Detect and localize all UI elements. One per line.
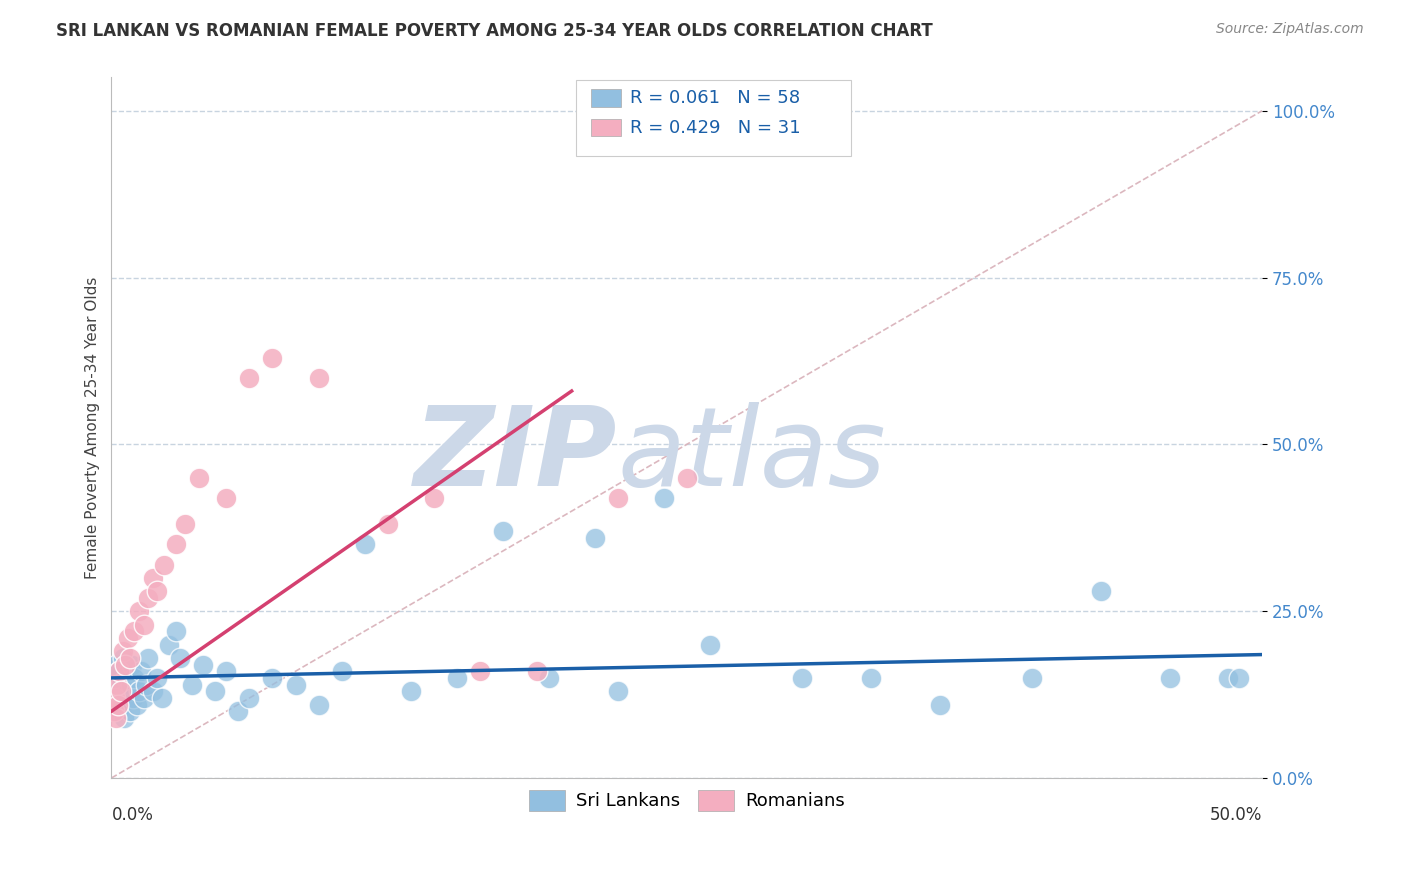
Text: atlas: atlas [617, 402, 886, 509]
Point [491, 524, 513, 538]
Point [105, 677, 128, 691]
Point [377, 517, 399, 532]
Text: 50.0%: 50.0% [1209, 806, 1263, 824]
Point [103, 704, 125, 718]
Point [153, 558, 176, 572]
Point [146, 584, 169, 599]
Point [1216, 671, 1239, 685]
Point [125, 698, 148, 712]
Point [1021, 671, 1043, 685]
Point [262, 351, 284, 365]
Text: SRI LANKAN VS ROMANIAN FEMALE POVERTY AMONG 25-34 YEAR OLDS CORRELATION CHART: SRI LANKAN VS ROMANIAN FEMALE POVERTY AM… [56, 22, 934, 40]
Point [132, 617, 155, 632]
Point [675, 471, 697, 485]
Point [699, 638, 721, 652]
Point [118, 704, 141, 718]
Point [121, 657, 143, 672]
Point [107, 698, 129, 712]
Point [1227, 671, 1250, 685]
Point [606, 491, 628, 505]
Text: 0.0%: 0.0% [111, 806, 153, 824]
Point [115, 671, 138, 685]
Point [128, 604, 150, 618]
Point [652, 491, 675, 505]
Point [142, 571, 165, 585]
Point [112, 711, 135, 725]
Point [146, 671, 169, 685]
Point [118, 665, 141, 679]
Point [606, 684, 628, 698]
Point [105, 711, 128, 725]
Point [108, 665, 131, 679]
Point [446, 671, 468, 685]
Point [169, 651, 191, 665]
Point [165, 624, 187, 639]
Point [399, 684, 422, 698]
Point [215, 491, 238, 505]
Point [136, 591, 159, 605]
Point [110, 684, 132, 698]
Point [111, 651, 134, 665]
Point [193, 657, 215, 672]
Point [110, 677, 132, 691]
Point [131, 665, 153, 679]
Point [174, 517, 197, 532]
Point [124, 671, 146, 685]
Point [859, 671, 882, 685]
Text: R = 0.429   N = 31: R = 0.429 N = 31 [630, 119, 800, 136]
Point [284, 677, 307, 691]
Point [157, 638, 180, 652]
Point [928, 698, 950, 712]
Point [122, 690, 145, 705]
Point [114, 690, 136, 705]
Point [238, 690, 260, 705]
Point [226, 704, 249, 718]
Point [215, 665, 238, 679]
Point [238, 370, 260, 384]
Point [330, 665, 353, 679]
Y-axis label: Female Poverty Among 25-34 Year Olds: Female Poverty Among 25-34 Year Olds [86, 277, 100, 579]
Point [1090, 584, 1112, 599]
Point [103, 671, 125, 685]
Point [135, 677, 157, 691]
Point [142, 684, 165, 698]
Point [526, 665, 548, 679]
Point [104, 690, 127, 705]
Point [150, 690, 173, 705]
Text: R = 0.061   N = 58: R = 0.061 N = 58 [630, 89, 800, 107]
Point [308, 370, 330, 384]
Point [117, 631, 139, 645]
Legend: Sri Lankans, Romanians: Sri Lankans, Romanians [522, 782, 852, 818]
Point [105, 704, 128, 718]
Point [124, 624, 146, 639]
Point [118, 651, 141, 665]
Point [1159, 671, 1181, 685]
Point [136, 651, 159, 665]
Point [187, 471, 209, 485]
Point [468, 665, 491, 679]
Text: Source: ZipAtlas.com: Source: ZipAtlas.com [1216, 22, 1364, 37]
Point [204, 684, 226, 698]
Point [111, 698, 134, 712]
Text: ZIP: ZIP [415, 402, 617, 509]
Point [422, 491, 444, 505]
Point [790, 671, 813, 685]
Point [262, 671, 284, 685]
Point [132, 690, 155, 705]
Point [111, 644, 134, 658]
Point [105, 657, 128, 672]
Point [128, 684, 150, 698]
Point [583, 531, 606, 545]
Point [537, 671, 560, 685]
Point [108, 665, 131, 679]
Point [104, 690, 127, 705]
Point [120, 677, 142, 691]
Point [308, 698, 330, 712]
Point [165, 537, 187, 551]
Point [353, 537, 375, 551]
Point [117, 684, 139, 698]
Point [114, 657, 136, 672]
Point [181, 677, 204, 691]
Point [107, 684, 129, 698]
